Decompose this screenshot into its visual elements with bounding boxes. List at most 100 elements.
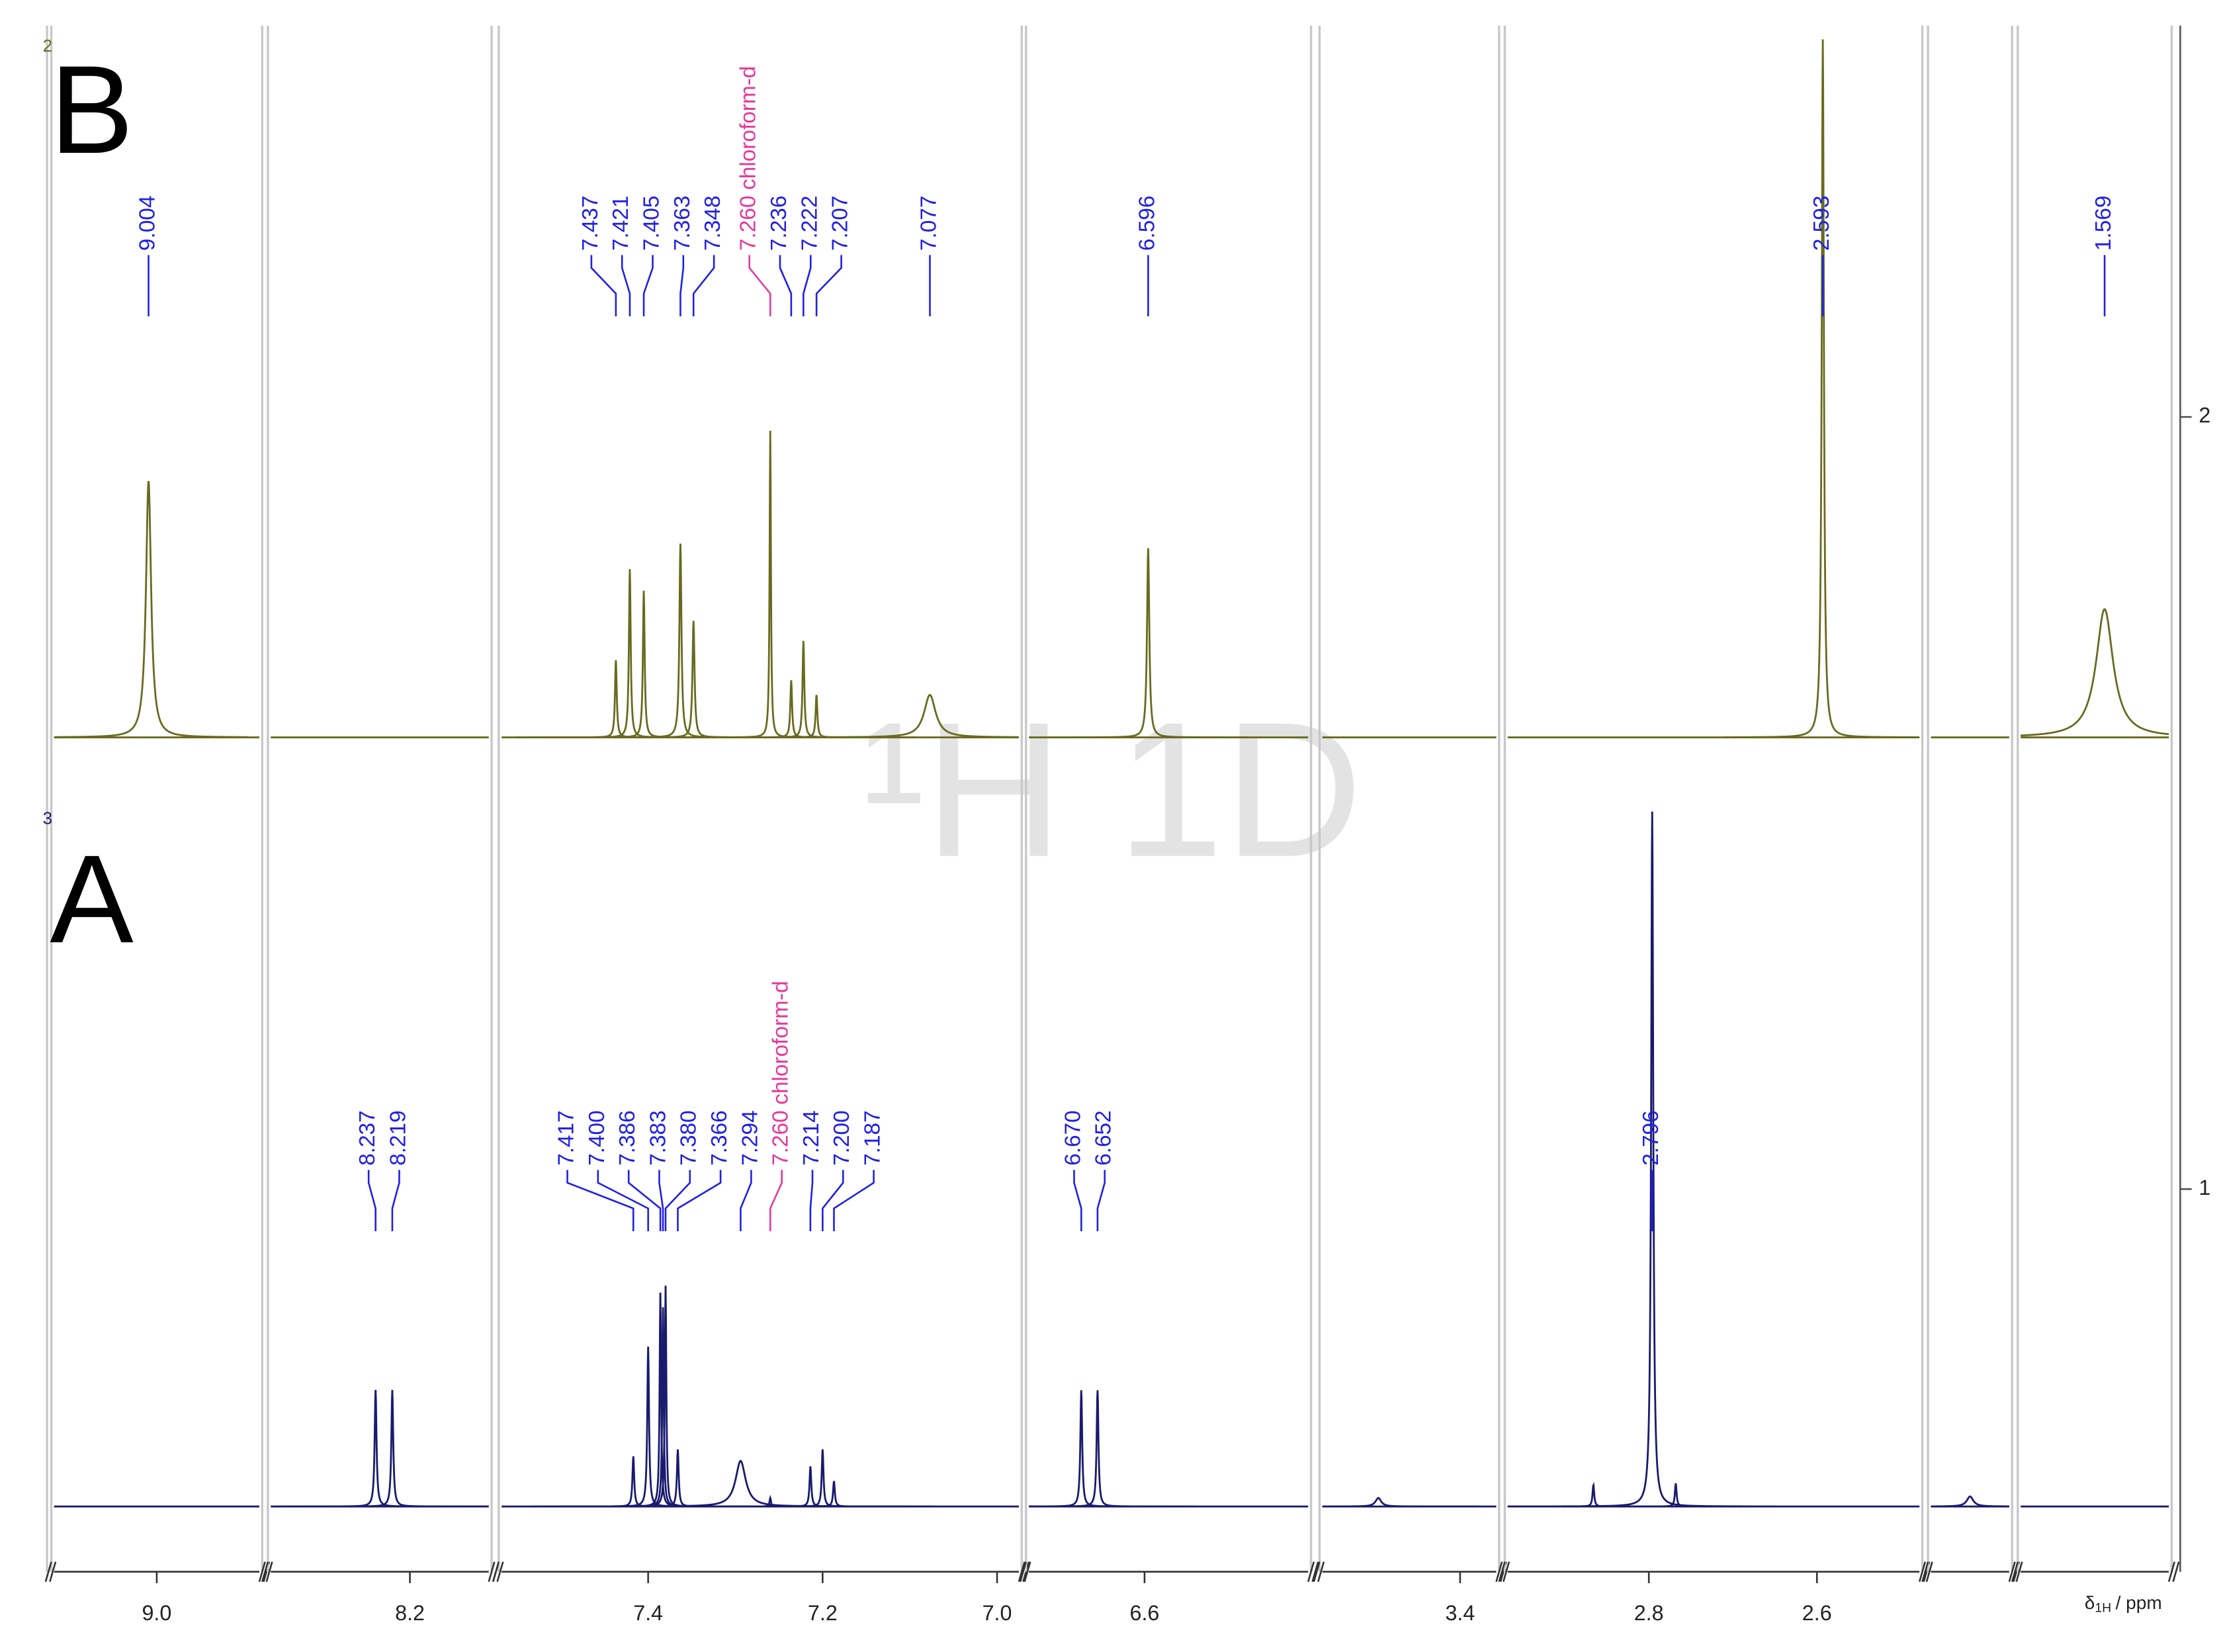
peak-label-value: 2.593 [1809, 196, 1834, 251]
peak-label-leader [658, 1170, 664, 1231]
peak-label-leader [692, 255, 715, 317]
peak-label: 7.380 [676, 1110, 701, 1166]
peak-label: 7.437 [578, 196, 603, 251]
peak-label-leader [809, 1170, 814, 1231]
peak-label: 7.421 [609, 196, 633, 251]
peak-label: 7.348 [701, 196, 725, 251]
peak-label-value: 6.652 [1091, 1110, 1115, 1166]
peak [1048, 548, 1248, 738]
x-tick-label: 2.6 [1802, 1601, 1832, 1625]
x-tick-label: 2.8 [1634, 1601, 1664, 1625]
peak-label-note: chloroform-d [768, 980, 793, 1104]
peak-label: 7.214 [799, 1110, 824, 1166]
peak-label-leader [779, 255, 793, 317]
peak [1322, 1497, 1479, 1508]
peak [292, 1389, 489, 1508]
axis-break [49, 1561, 57, 1583]
peak-label: 7.386 [615, 1110, 640, 1166]
peak-label: 6.670 [1061, 1110, 1085, 1166]
axis-break [2167, 1561, 2176, 1583]
spectrum-number: 3 [43, 809, 52, 828]
peak-label: 7.200 [830, 1110, 854, 1166]
axis-break [44, 1561, 52, 1583]
peak-label-leader [740, 1170, 752, 1231]
peak-label-value: 1.569 [2091, 196, 2116, 251]
peak [734, 1481, 934, 1508]
axis-break [265, 1561, 273, 1583]
peak-label-leader [815, 255, 842, 317]
x-tick-label: 7.4 [633, 1601, 663, 1625]
peak-label: 7.260 chloroform-d [768, 980, 793, 1165]
peak-label-leader [677, 1170, 722, 1231]
x-tick-label: 3.4 [1445, 1601, 1475, 1625]
peak-label-leader [822, 1170, 844, 1231]
axis-break [1498, 1561, 1506, 1583]
peak-label: 7.187 [860, 1110, 885, 1166]
peak-label: 8.219 [386, 1110, 410, 1166]
peak-label-value: 7.348 [701, 196, 725, 251]
peak-label: 7.207 [828, 196, 852, 251]
peak-label: 2.593 [1809, 196, 1834, 251]
peak-label-leader [627, 1170, 662, 1231]
axis-break [1921, 1561, 1929, 1583]
peak-label-leader [391, 1170, 400, 1231]
peak-label-value: 7.405 [639, 196, 664, 251]
peak-label-value: 6.670 [1061, 1110, 1085, 1166]
axis-break [496, 1561, 504, 1583]
axis-break [2008, 1561, 2016, 1583]
axis-break [1307, 1561, 1315, 1583]
peak-label-value: 7.260 [768, 1110, 793, 1166]
peak-label-value: 7.200 [830, 1110, 854, 1166]
peak-label-value: 7.400 [585, 1110, 609, 1166]
x-tick-label: 7.2 [808, 1601, 838, 1625]
axis-break [492, 1561, 500, 1583]
axis-break [488, 1561, 496, 1583]
peak-label-value: 8.237 [355, 1110, 380, 1166]
peak-label: 7.294 [738, 1110, 762, 1166]
peak-label-leader [590, 255, 617, 317]
x-label-unit: / ppm [2116, 1593, 2162, 1614]
spectrum-name: B [50, 40, 133, 180]
peak-label-leader [566, 1170, 634, 1231]
peak [830, 693, 1019, 738]
peak-label-value: 7.363 [670, 196, 695, 251]
peak-label-leader [621, 255, 631, 317]
peak-label-leader [833, 1170, 875, 1231]
peak-label: 7.366 [707, 1110, 732, 1166]
peak-label-leader [1096, 1170, 1106, 1231]
x-tick-label: 6.6 [1129, 1601, 1159, 1625]
peak-label-value: 7.207 [828, 196, 852, 251]
peak-label: 7.363 [670, 196, 695, 251]
x-tick-label: 7.0 [982, 1601, 1012, 1625]
peak-label: 8.237 [355, 1110, 380, 1166]
peak-label-leader [367, 1170, 376, 1231]
y-tick-label: 1 [2199, 1176, 2210, 1199]
spectrum-name: A [50, 829, 134, 969]
axis-break [2015, 1561, 2023, 1583]
peak-label: 7.236 [767, 196, 791, 251]
peak-label-value: 7.386 [615, 1110, 640, 1166]
peak-label-value: 7.260 [736, 196, 761, 251]
x-tick-label: 8.2 [395, 1601, 425, 1625]
peak-label-leader [748, 255, 771, 317]
peak [1931, 1495, 2009, 1508]
peak-label-value: 8.219 [386, 1110, 410, 1166]
axis-break [1317, 1561, 1325, 1583]
peak-label-value: 7.380 [676, 1110, 701, 1166]
axis-break [1018, 1561, 1025, 1583]
peak-label: 7.417 [554, 1110, 578, 1166]
peak-label-leader [679, 255, 685, 317]
peak [1576, 1483, 1776, 1508]
peak-label-value: 7.187 [860, 1110, 885, 1166]
peak-label-value: 7.236 [767, 196, 791, 251]
peak-label-value: 7.417 [554, 1110, 578, 1166]
axis-break [1918, 1561, 1927, 1583]
peak-label-value: 6.596 [1135, 196, 1159, 251]
peak-label-value: 7.077 [916, 196, 941, 251]
peak [54, 480, 248, 738]
peak-label: 7.405 [639, 196, 664, 251]
axis-break [1311, 1561, 1319, 1583]
peak-label: 9.004 [135, 196, 159, 251]
